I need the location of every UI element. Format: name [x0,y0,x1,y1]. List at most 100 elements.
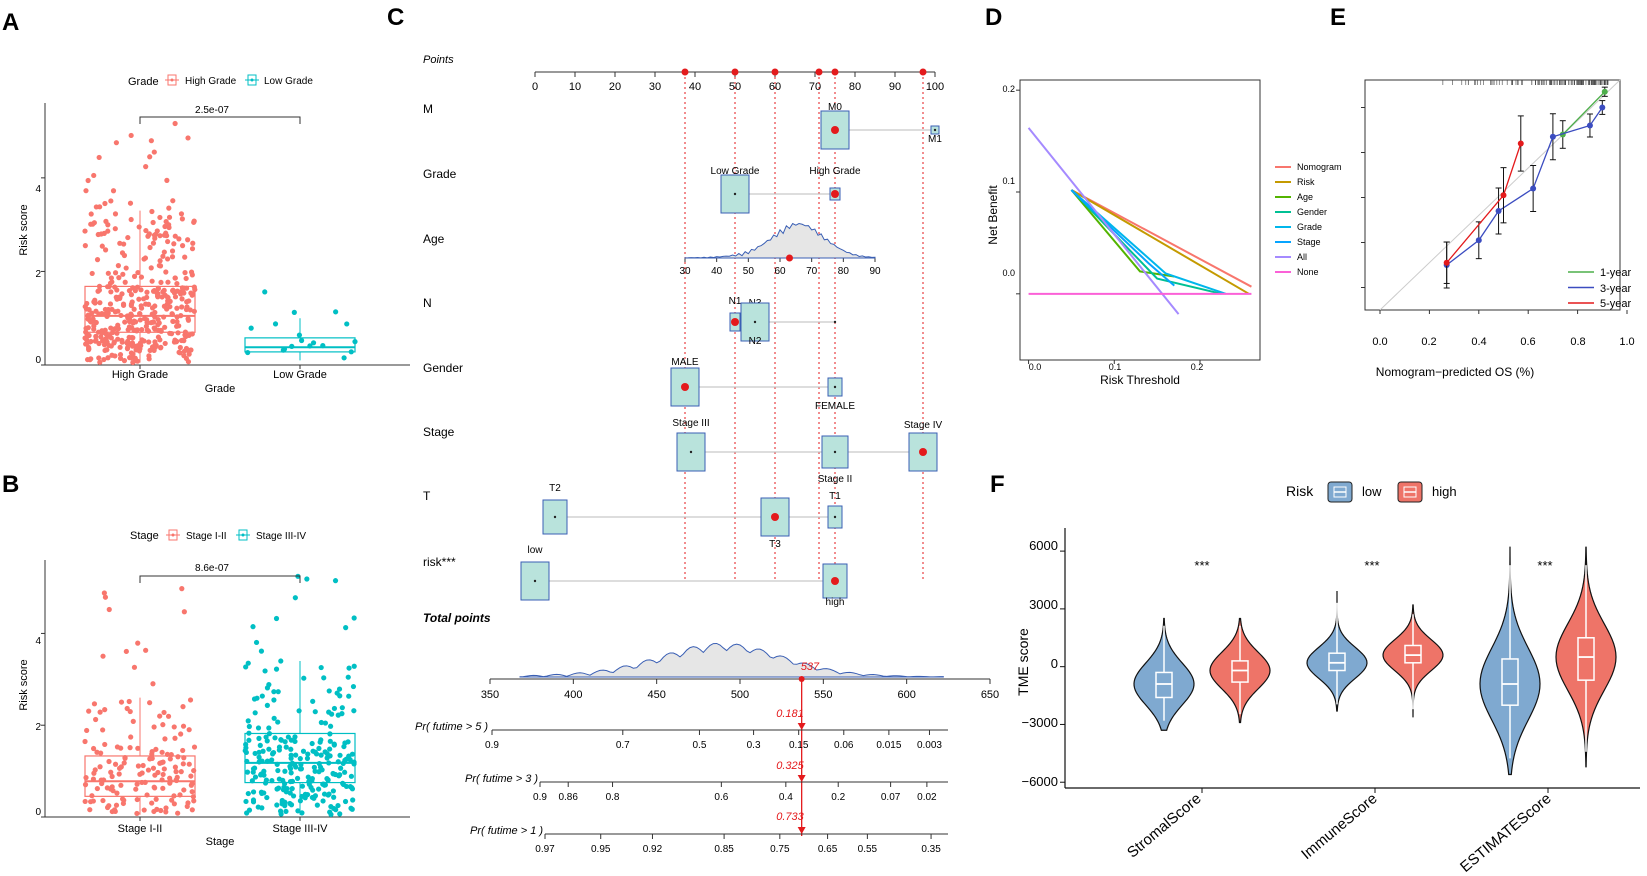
data-point [258,648,265,654]
data-point [333,807,339,813]
selected-level-marker [831,190,839,198]
data-point [288,770,294,776]
data-point [271,697,277,703]
data-point [112,226,118,232]
data-point [96,154,102,161]
data-point [135,640,141,646]
x-tick-label: 0.8 [1570,336,1585,348]
data-point [127,745,133,751]
panel-e-calibration [1361,79,1628,314]
legend-label: Stage III-IV [256,531,306,542]
data-point [143,164,149,170]
data-point [264,794,270,801]
data-point [328,723,334,729]
data-point [140,762,146,769]
data-point [321,675,327,681]
x-tick-label: Stage III-IV [272,823,328,835]
violin-box [1328,652,1346,672]
violin-box [1577,637,1595,681]
data-point [181,609,187,615]
box [244,337,356,353]
data-point [282,799,288,805]
data-point [311,764,317,770]
data-point [175,810,181,816]
data-point [338,765,344,771]
selected-age-marker [786,254,793,262]
data-point [153,796,159,802]
plot-frame [1364,79,1621,311]
calibration-point [1586,122,1593,129]
data-point [243,798,249,805]
age-tick-label: 50 [743,266,755,277]
y-tick-label: 4 [35,184,41,195]
data-point [122,279,128,285]
prob-value-label: 0.325 [776,760,804,772]
data-point [105,228,111,234]
data-point [120,271,126,277]
data-point [176,236,182,242]
data-point [135,763,142,769]
data-point [291,309,297,315]
total-tick-label: 500 [731,689,749,701]
age-tick-label: 80 [838,266,850,277]
panel-c-nomogram: 0 10 20 30 40 50 60 70 80 90 100 M0 M1 Low Grade High … [481,0,999,855]
violin-box [1404,644,1422,664]
data-point [93,308,99,314]
data-point [164,256,171,262]
level-label: N2 [749,336,762,347]
data-point [100,653,106,659]
points-tick-label: 0 [532,81,538,93]
variable-label: Age [423,232,445,246]
data-point [262,668,268,674]
total-density [519,642,944,678]
total-tick-label: 450 [647,689,665,701]
violin-box [1231,660,1249,683]
data-point [186,761,192,767]
data-point [106,758,112,765]
data-point [157,214,163,221]
data-point [334,690,340,696]
selected-point-marker [815,68,823,76]
data-point [161,287,167,294]
panel-f-legend: Risk low high [1286,481,1457,503]
data-point [105,222,111,228]
data-point [134,781,140,787]
legend-label: All [1297,252,1307,262]
level-label: Stage II [818,474,852,485]
prob-axis-label: Pr( futime > 3 ) [465,773,538,785]
data-point [169,797,175,803]
selected-level-marker [681,383,689,391]
data-point [162,736,168,742]
data-point [294,775,301,781]
data-point [305,751,311,757]
data-point [102,247,109,253]
data-point [255,725,262,731]
data-point [160,771,166,778]
data-point [191,744,198,750]
variable-label: Gender [423,361,463,375]
data-point [96,355,102,361]
data-point [304,576,310,582]
data-point [189,272,195,278]
data-point [171,241,177,247]
legend-label: Stage I-II [186,531,227,542]
data-point [293,752,299,758]
data-point [191,219,197,225]
data-point [271,689,277,695]
prob-tick-label: 0.003 [917,740,942,751]
data-point [319,767,325,773]
data-point [108,769,114,775]
data-point [310,698,316,704]
data-point [166,214,173,220]
age-tick-label: 40 [711,266,723,277]
data-point [109,773,115,780]
data-point [174,288,180,294]
data-point [128,132,134,139]
data-point [245,718,251,724]
data-point [106,332,113,339]
data-point [318,719,324,726]
prob-tick-label: 0.15 [789,740,809,751]
level-center [533,579,537,583]
data-point [322,720,329,726]
